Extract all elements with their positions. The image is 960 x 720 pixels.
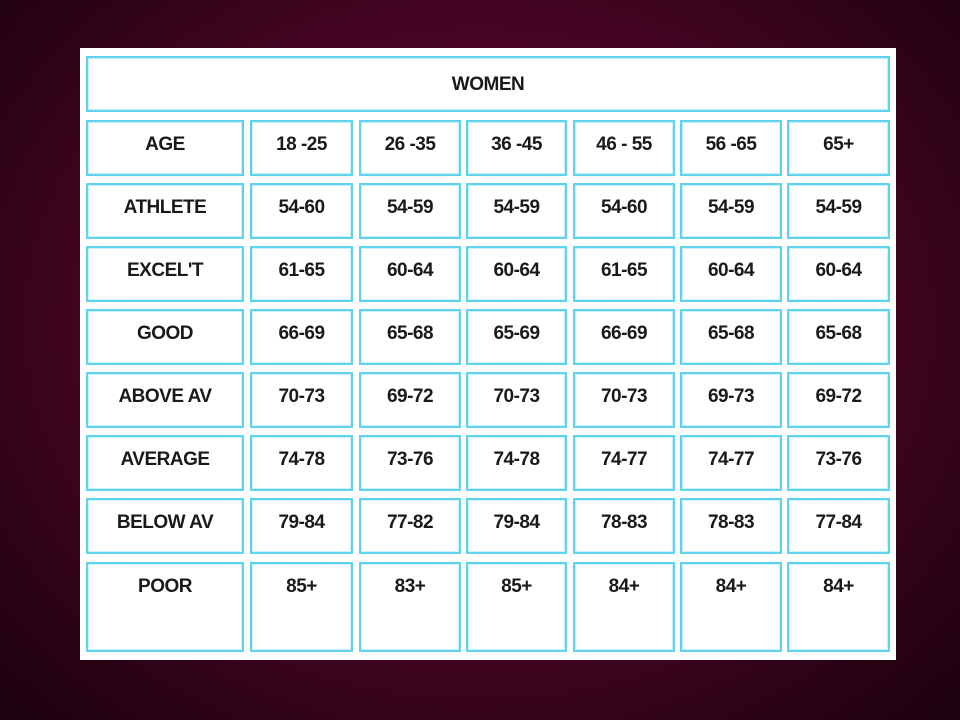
age-column-header: 56 -65 xyxy=(680,120,782,176)
table-cell: 70-73 xyxy=(466,372,567,428)
age-column-header: 65+ xyxy=(787,120,890,176)
age-column-header: 26 -35 xyxy=(359,120,461,176)
table-cell: 83+ xyxy=(359,562,461,652)
table-cell: 73-76 xyxy=(359,435,461,491)
row-label-excellent: EXCEL'T xyxy=(86,246,244,302)
row-label-athlete: ATHLETE xyxy=(86,183,244,239)
table-cell: 78-83 xyxy=(573,498,675,554)
table-cell: 61-65 xyxy=(250,246,353,302)
table-cell: 70-73 xyxy=(573,372,675,428)
table-cell: 77-84 xyxy=(787,498,890,554)
table-cell: 74-78 xyxy=(250,435,353,491)
table-cell: 70-73 xyxy=(250,372,353,428)
table-cell: 74-77 xyxy=(680,435,782,491)
resting-heart-rate-table: WOMEN AGE 18 -25 26 -35 36 -45 46 - 55 5… xyxy=(80,48,896,660)
table-cell: 54-60 xyxy=(250,183,353,239)
table-cell: 65-69 xyxy=(466,309,567,365)
table-cell: 84+ xyxy=(680,562,782,652)
table-cell: 54-60 xyxy=(573,183,675,239)
age-header-label: AGE xyxy=(86,120,244,176)
table-cell: 77-82 xyxy=(359,498,461,554)
table-cell: 60-64 xyxy=(359,246,461,302)
age-column-header: 46 - 55 xyxy=(573,120,675,176)
table-cell: 65-68 xyxy=(359,309,461,365)
row-label-poor: POOR xyxy=(86,562,244,652)
table-cell: 69-73 xyxy=(680,372,782,428)
age-column-header: 18 -25 xyxy=(250,120,353,176)
table-cell: 65-68 xyxy=(787,309,890,365)
table-cell: 79-84 xyxy=(250,498,353,554)
table-cell: 79-84 xyxy=(466,498,567,554)
row-label-below-average: BELOW AV xyxy=(86,498,244,554)
table-cell: 54-59 xyxy=(466,183,567,239)
table-cell: 85+ xyxy=(466,562,567,652)
table-cell: 54-59 xyxy=(680,183,782,239)
row-label-average: AVERAGE xyxy=(86,435,244,491)
table-cell: 69-72 xyxy=(359,372,461,428)
table-cell: 65-68 xyxy=(680,309,782,365)
table-cell: 54-59 xyxy=(787,183,890,239)
table-cell: 60-64 xyxy=(787,246,890,302)
age-column-header: 36 -45 xyxy=(466,120,567,176)
row-label-above-average: ABOVE AV xyxy=(86,372,244,428)
table-cell: 74-77 xyxy=(573,435,675,491)
table-cell: 69-72 xyxy=(787,372,890,428)
table-cell: 60-64 xyxy=(680,246,782,302)
table-title: WOMEN xyxy=(86,56,890,112)
table-cell: 85+ xyxy=(250,562,353,652)
table-cell: 84+ xyxy=(787,562,890,652)
table-cell: 84+ xyxy=(573,562,675,652)
row-label-good: GOOD xyxy=(86,309,244,365)
table-cell: 78-83 xyxy=(680,498,782,554)
table-cell: 66-69 xyxy=(250,309,353,365)
table-cell: 73-76 xyxy=(787,435,890,491)
table-cell: 66-69 xyxy=(573,309,675,365)
table-cell: 74-78 xyxy=(466,435,567,491)
table-cell: 61-65 xyxy=(573,246,675,302)
table-cell: 60-64 xyxy=(466,246,567,302)
table-cell: 54-59 xyxy=(359,183,461,239)
